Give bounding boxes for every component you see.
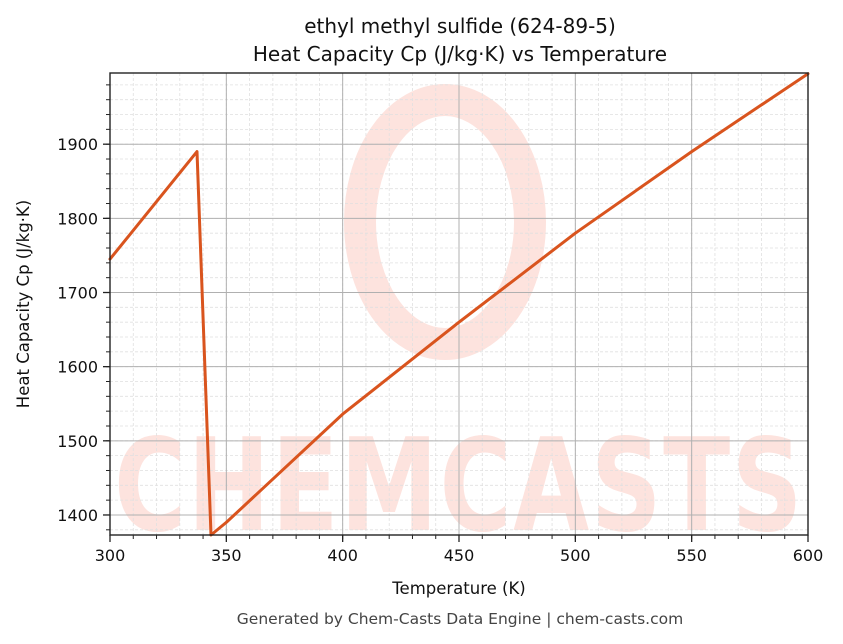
y-axis: 1400 1500 1600 1700 1800 1900 xyxy=(57,84,110,531)
y-tick-label: 1800 xyxy=(57,209,98,228)
y-tick-label: 1700 xyxy=(57,284,98,303)
x-tick-label: 300 xyxy=(95,546,126,565)
x-tick-label: 500 xyxy=(560,546,591,565)
watermark: CHEMCASTS xyxy=(114,84,804,561)
y-tick-label: 1400 xyxy=(57,506,98,525)
series-line-cp xyxy=(108,72,810,537)
plot-area: CHEMCASTS xyxy=(108,72,810,561)
y-tick-label: 1900 xyxy=(57,135,98,154)
x-tick-label: 450 xyxy=(444,546,475,565)
footer-credit: Generated by Chem-Casts Data Engine | ch… xyxy=(237,610,683,628)
x-tick-label: 550 xyxy=(676,546,707,565)
x-axis-label: Temperature (K) xyxy=(391,579,525,598)
watermark-text: CHEMCASTS xyxy=(114,412,804,561)
x-tick-label: 400 xyxy=(327,546,358,565)
x-tick-label: 600 xyxy=(793,546,824,565)
chart-title-line2: Heat Capacity Cp (J/kg·K) vs Temperature xyxy=(253,42,667,66)
y-tick-label: 1500 xyxy=(57,432,98,451)
x-tick-label: 350 xyxy=(211,546,242,565)
y-tick-label: 1600 xyxy=(57,358,98,377)
chart-title-line1: ethyl methyl sulfide (624-89-5) xyxy=(304,14,616,38)
y-axis-label: Heat Capacity Cp (J/kg·K) xyxy=(14,200,33,408)
x-axis: 300 350 400 450 500 550 600 xyxy=(95,535,824,565)
